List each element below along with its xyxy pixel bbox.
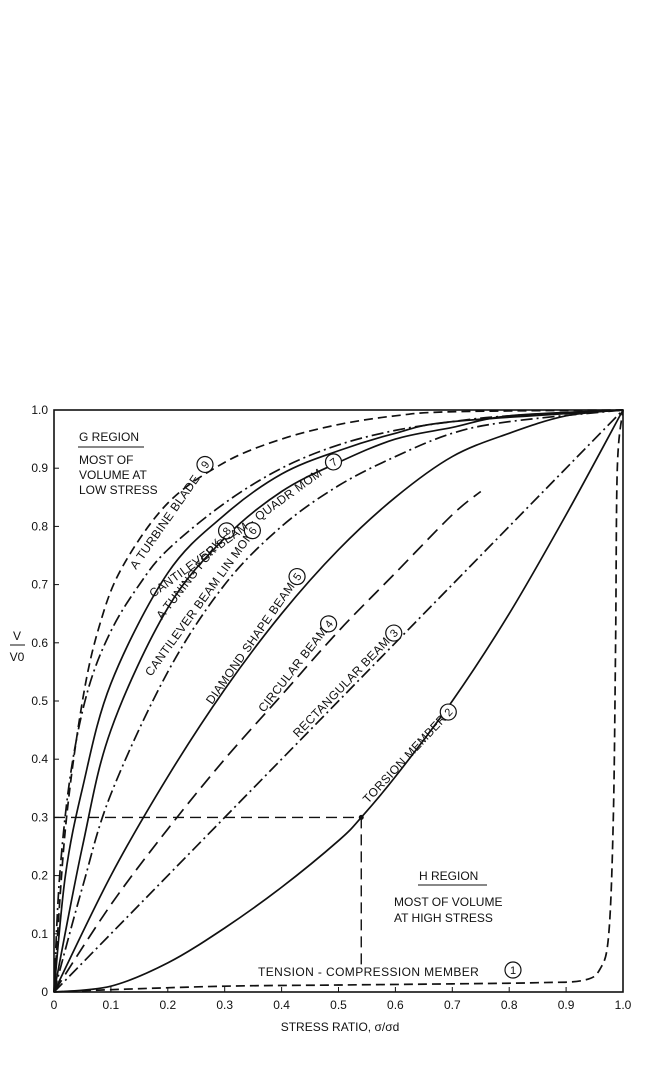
- h-region-line-2: AT HIGH STRESS: [394, 911, 493, 925]
- x-tick-label: 0: [51, 998, 58, 1012]
- curve-label-9-circle: [196, 455, 214, 474]
- y-tick-label: 0.1: [31, 927, 48, 941]
- curve-label-5-number: 5: [291, 571, 304, 583]
- curve-label-9-number: 9: [199, 459, 212, 471]
- series-line-3: [53, 409, 624, 993]
- g-region-line-1: MOST OF: [79, 453, 133, 467]
- y-axis-label-top: V: [13, 629, 21, 643]
- g-region-line-3: LOW STRESS: [79, 483, 158, 497]
- y-axis-label-bottom: V0: [10, 650, 25, 664]
- h-region-line-1: MOST OF VOLUME: [394, 895, 502, 909]
- curve-label-1-number: 1: [510, 965, 516, 977]
- reference-point: [358, 814, 364, 820]
- curve-label-1: TENSION - COMPRESSION MEMBER 1: [258, 961, 522, 979]
- ticks: 0 0.1 0.2 0.3 0.4 0.5 0.6 0.7 0.8 0.9 1.0 0 0.1 0.2 0.…: [31, 403, 631, 1012]
- x-tick-label: 0.5: [330, 998, 347, 1012]
- curve-label-8-circle: [217, 522, 236, 540]
- series-line-9: [53, 409, 624, 993]
- h-region-title: H REGION: [419, 869, 478, 883]
- curve-label-1-circle: [504, 961, 522, 979]
- series-line-8: [53, 409, 624, 993]
- curve-label-6-circle: [243, 522, 261, 540]
- curve-label-2-text: TORSION MEMBER: [360, 712, 449, 806]
- h-region-annotation: H REGION MOST OF VOLUME AT HIGH STRESS: [394, 869, 502, 925]
- x-axis-label: STRESS RATIO, σ/σd: [281, 1020, 400, 1034]
- x-tick-label: 0.4: [273, 998, 290, 1012]
- x-tick-label: 0.9: [558, 998, 575, 1012]
- g-region-line-2: VOLUME AT: [79, 468, 147, 482]
- y-tick-label: 0.9: [31, 461, 48, 475]
- series-line-extra-9: [53, 409, 624, 993]
- y-tick-label: 0.8: [31, 519, 48, 533]
- curve-label-7: CANTILEVER BEAM - QUADR MOM 7: [147, 453, 343, 600]
- x-tick-label: 0.6: [387, 998, 404, 1012]
- curve-label-2: TORSION MEMBER 2: [360, 703, 457, 806]
- x-tick-label: 0.7: [444, 998, 461, 1012]
- curve-label-1-text: TENSION - COMPRESSION MEMBER: [258, 965, 479, 979]
- curve-label-4-circle: [319, 615, 338, 633]
- y-tick-label: 0.6: [31, 636, 48, 650]
- x-tick-label: 0.8: [501, 998, 518, 1012]
- g-region-annotation: G REGION MOST OF VOLUME AT LOW STRESS: [78, 430, 158, 497]
- y-tick-label: 0.3: [31, 810, 48, 824]
- y-tick-label: 0.2: [31, 869, 48, 883]
- series-line-5: [53, 409, 624, 993]
- x-tick-label: 0.3: [216, 998, 233, 1012]
- series-line-6: [53, 409, 624, 993]
- curves: [53, 409, 624, 993]
- x-tick-label: 0.1: [103, 998, 120, 1012]
- curve-label-7-circle: [324, 453, 343, 471]
- y-tick-label: 1.0: [31, 403, 48, 417]
- reference-lines: [54, 814, 364, 969]
- curve-label-5-circle: [288, 567, 306, 586]
- y-tick-label: 0.7: [31, 578, 48, 592]
- g-region-title: G REGION: [79, 430, 139, 444]
- x-tick-label: 0.2: [159, 998, 176, 1012]
- curve-label-2-circle: [439, 703, 457, 721]
- y-tick-label: 0: [41, 985, 48, 999]
- y-tick-label: 0.5: [31, 694, 48, 708]
- x-tick-label: 1.0: [615, 998, 632, 1012]
- curve-label-3-circle: [385, 624, 403, 642]
- series-line-1: [53, 409, 624, 993]
- series-line-4: [53, 490, 482, 993]
- y-tick-label: 0.4: [31, 752, 48, 766]
